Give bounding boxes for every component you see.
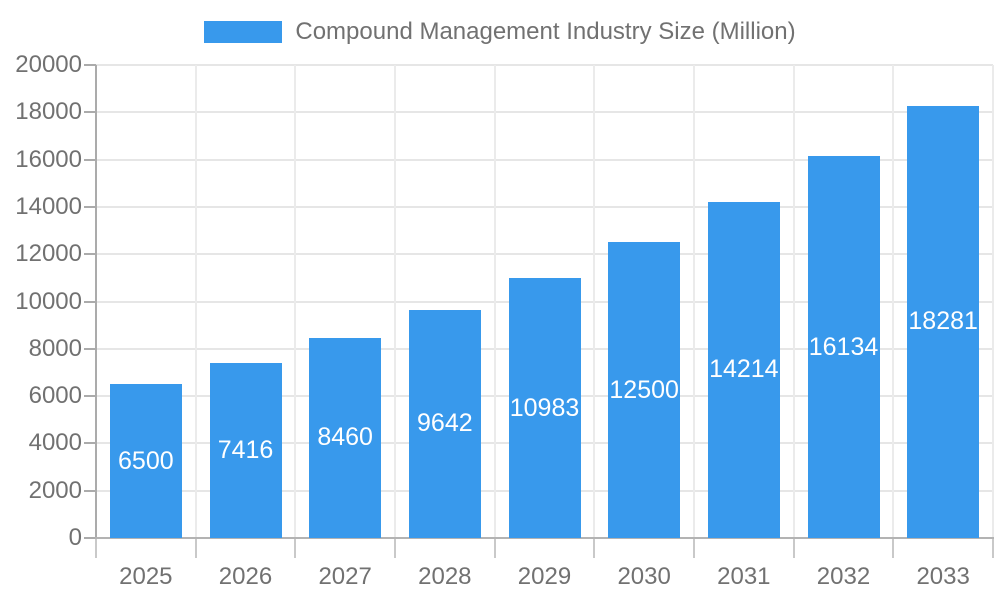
y-axis-tick-label: 12000 bbox=[15, 240, 82, 268]
v-gridline bbox=[493, 65, 496, 538]
h-gridline bbox=[96, 158, 993, 161]
bar[interactable]: 12500 bbox=[608, 242, 681, 538]
y-axis-tick-label: 20000 bbox=[15, 51, 82, 78]
y-axis-tick bbox=[84, 253, 96, 256]
y-axis-tick-label: 14000 bbox=[15, 192, 82, 220]
bar-value-label: 12500 bbox=[609, 375, 679, 404]
x-axis-tick-label: 2025 bbox=[119, 563, 173, 590]
x-axis-tick-label: 2028 bbox=[418, 563, 472, 590]
x-axis-tick bbox=[992, 538, 994, 558]
v-gridline bbox=[992, 65, 994, 538]
bar-value-label: 8460 bbox=[317, 423, 373, 452]
x-axis-line bbox=[95, 537, 994, 539]
h-gridline bbox=[96, 253, 993, 256]
bar-value-label: 10983 bbox=[509, 393, 580, 422]
v-gridline bbox=[194, 65, 197, 538]
h-gridline bbox=[96, 205, 993, 208]
y-axis-tick-label: 8000 bbox=[28, 334, 82, 362]
x-axis-tick-label: 2030 bbox=[617, 563, 671, 590]
bar[interactable]: 10983 bbox=[508, 278, 581, 538]
x-axis-tick bbox=[194, 538, 197, 558]
y-axis-tick bbox=[84, 111, 96, 114]
bar[interactable]: 16134 bbox=[807, 156, 880, 538]
y-axis-tick-label: 0 bbox=[68, 524, 82, 551]
bar-value-label: 9642 bbox=[417, 409, 473, 438]
y-axis-tick bbox=[84, 347, 96, 350]
x-axis-tick bbox=[593, 538, 596, 558]
legend[interactable]: Compound Management Industry Size (Milli… bbox=[0, 17, 1000, 47]
v-gridline bbox=[294, 65, 297, 538]
v-gridline bbox=[693, 65, 695, 538]
v-gridline bbox=[892, 65, 895, 538]
y-axis-tick bbox=[84, 158, 96, 161]
v-gridline bbox=[394, 65, 396, 538]
y-axis-tick-label: 10000 bbox=[15, 287, 82, 315]
y-axis-tick-label: 6000 bbox=[28, 382, 82, 410]
legend-swatch bbox=[204, 21, 283, 43]
bar-value-label: 18281 bbox=[908, 307, 978, 336]
y-axis-tick-label: 4000 bbox=[28, 429, 82, 457]
x-axis-tick bbox=[95, 538, 97, 558]
x-axis-tick bbox=[892, 538, 895, 558]
x-axis-tick-label: 2031 bbox=[717, 563, 771, 590]
x-axis-tick bbox=[792, 538, 795, 558]
y-axis-tick-label: 18000 bbox=[15, 98, 82, 126]
bar[interactable]: 7416 bbox=[209, 362, 282, 538]
x-axis-tick bbox=[493, 538, 496, 558]
y-axis-tick bbox=[84, 300, 96, 303]
x-axis-tick-label: 2026 bbox=[218, 563, 273, 590]
bar[interactable]: 8460 bbox=[309, 337, 382, 538]
h-gridline bbox=[96, 111, 993, 114]
y-axis-tick bbox=[84, 489, 96, 492]
x-axis-tick-label: 2027 bbox=[318, 563, 372, 590]
x-axis-tick bbox=[693, 538, 695, 558]
h-gridline bbox=[96, 64, 993, 66]
x-axis-tick-label: 2029 bbox=[517, 563, 572, 590]
y-axis-tick bbox=[84, 64, 96, 66]
bar[interactable]: 9642 bbox=[408, 309, 481, 538]
bar[interactable]: 14214 bbox=[707, 201, 780, 538]
bar-value-label: 6500 bbox=[118, 446, 174, 475]
y-axis-tick bbox=[84, 442, 96, 445]
bar[interactable]: 18281 bbox=[907, 105, 980, 538]
y-axis-tick-label: 2000 bbox=[28, 476, 82, 504]
bar[interactable]: 6500 bbox=[109, 384, 182, 538]
bar-value-label: 14214 bbox=[709, 355, 779, 384]
y-axis-tick bbox=[84, 395, 96, 398]
x-axis-tick bbox=[294, 538, 297, 558]
y-axis-tick-label: 16000 bbox=[15, 145, 82, 173]
v-gridline bbox=[792, 65, 795, 538]
y-axis-line bbox=[95, 65, 97, 538]
y-axis-tick bbox=[84, 205, 96, 208]
bar-value-label: 7416 bbox=[217, 435, 274, 464]
bar-value-label: 16134 bbox=[808, 332, 879, 361]
x-axis-tick-label: 2033 bbox=[916, 563, 970, 590]
x-axis-tick-label: 2032 bbox=[816, 563, 871, 590]
legend-label: Compound Management Industry Size (Milli… bbox=[295, 18, 796, 45]
x-axis-tick bbox=[394, 538, 396, 558]
y-axis-tick bbox=[84, 537, 96, 539]
v-gridline bbox=[593, 65, 596, 538]
